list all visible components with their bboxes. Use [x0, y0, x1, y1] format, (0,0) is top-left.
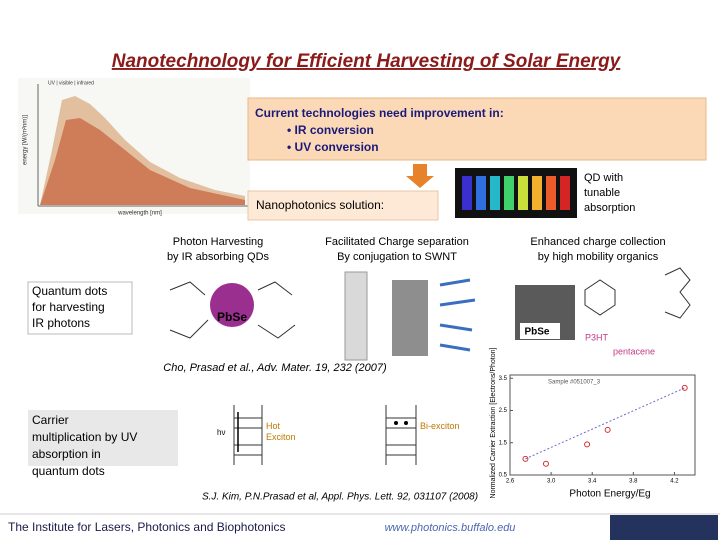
- swnt-image: [344, 271, 476, 361]
- organics-image: PbSe P3HT pentacene: [515, 267, 691, 356]
- x-tick-label: 4.2: [670, 479, 679, 485]
- text-line: for harvesting: [32, 300, 105, 314]
- text-line: absorption: [584, 202, 635, 214]
- qd-molecule-image: PbSe: [169, 281, 296, 339]
- photon-label: hν: [217, 428, 225, 437]
- uv-box: [28, 410, 178, 466]
- band-label: UV | visible | infrared: [48, 80, 94, 86]
- title: Nanotechnology for Efficient Harvesting …: [112, 51, 622, 72]
- column-header: Photon Harvesting: [173, 236, 264, 248]
- text-line: Exciton: [266, 432, 296, 442]
- text-line: quantum dots: [32, 464, 105, 478]
- vial: [462, 176, 472, 210]
- column-header: Facilitated Charge separation: [325, 236, 469, 248]
- solution-box: [247, 190, 439, 221]
- citation: S.J. Kim, P.N.Prasad et al, Appl. Phys. …: [202, 492, 478, 503]
- x-tick-label: 3.8: [629, 479, 638, 485]
- column-header: By conjugation to SWNT: [337, 251, 457, 263]
- callout-heading: Current technologies need improvement in…: [255, 106, 504, 120]
- data-point: [522, 455, 529, 462]
- text-line: Bi-exciton: [420, 421, 460, 431]
- y-tick-label: 0.5: [499, 473, 508, 479]
- text-line: QD with: [584, 172, 623, 184]
- image-label: PbSe: [524, 327, 549, 338]
- qd-vials-image: [455, 168, 577, 218]
- vial: [518, 176, 528, 210]
- citation: Cho, Prasad et al., Adv. Mater. 19, 232 …: [163, 362, 387, 374]
- column-header: by high mobility organics: [538, 251, 659, 263]
- electron: [394, 421, 398, 425]
- trend-line: [525, 387, 685, 460]
- axis-label: Photon Energy/Eg: [569, 489, 650, 500]
- spectrum-image: UV | visible | infrared energy [W/(m²nm)…: [18, 78, 250, 217]
- column-header: by IR absorbing QDs: [167, 251, 270, 263]
- x-tick-label: 3.0: [547, 479, 556, 485]
- image-label: P3HT: [585, 332, 609, 342]
- data-point: [681, 384, 688, 391]
- legend: Sample #051007_3: [548, 380, 601, 386]
- callout-item: • UV conversion: [287, 140, 379, 154]
- axis-label: energy [W/(m²nm)]: [23, 115, 29, 165]
- data-point: [604, 426, 611, 433]
- uv-text: Carrier multiplication by UV absorption in…: [32, 413, 137, 478]
- solution-text: Nanophotonics solution:: [256, 198, 384, 212]
- axis-label: Normalized Carrier Extraction [Electrons…: [490, 347, 497, 498]
- text-line: tunable: [584, 187, 620, 199]
- levels: [385, 405, 417, 465]
- nanotube: [344, 271, 368, 361]
- ligand: [439, 278, 476, 352]
- text-line: Carrier: [32, 413, 69, 427]
- y-tick-label: 1.5: [499, 440, 508, 446]
- callout-box: [247, 97, 707, 161]
- y-tick-label: 3.5: [499, 376, 508, 382]
- quantum-dot: [210, 283, 254, 327]
- spectrum-curve: [40, 118, 245, 205]
- vial: [504, 176, 514, 210]
- y-tick-label: 2.5: [499, 408, 508, 414]
- vial: [476, 176, 486, 210]
- molecule: [664, 267, 691, 319]
- arrow: [406, 164, 434, 188]
- molecule: [584, 279, 616, 316]
- text-line: IR photons: [32, 316, 90, 330]
- image-label: pentacene: [613, 346, 655, 356]
- plot: Normalized Carrier Extraction [Electrons…: [490, 347, 696, 500]
- electron: [404, 421, 408, 425]
- vial: [546, 176, 556, 210]
- vial: [490, 176, 500, 210]
- text-line: absorption in: [32, 447, 101, 461]
- column-header: Enhanced charge collection: [530, 236, 665, 248]
- diagram-label: Bi-exciton: [420, 421, 460, 431]
- x-tick-label: 3.4: [588, 479, 597, 485]
- biexciton-diagram: Bi-exciton: [385, 405, 460, 465]
- vial: [560, 176, 570, 210]
- tem-image: [392, 280, 428, 356]
- image-label: PbSe: [217, 310, 247, 324]
- ir-box: [27, 281, 133, 335]
- footer-url: www.photonics.buffalo.edu: [385, 522, 516, 534]
- diagram-label: Hot Exciton: [266, 421, 296, 442]
- vial: [532, 176, 542, 210]
- x-tick-label: 2.6: [506, 479, 515, 485]
- hot-exciton-diagram: hν Hot Exciton: [217, 405, 296, 465]
- data-point: [584, 441, 591, 448]
- ligand: [169, 281, 296, 339]
- text-line: Quantum dots: [32, 284, 107, 298]
- text-line: Hot: [266, 421, 281, 431]
- footer-institute: The Institute for Lasers, Photonics and …: [8, 520, 286, 534]
- image-frame: [455, 168, 577, 218]
- qd-note: QD with tunable absorption: [584, 172, 635, 214]
- callout-item: • IR conversion: [287, 123, 374, 137]
- ir-text: Quantum dots for harvesting IR photons: [32, 284, 107, 330]
- axis-label: wavelength [nm]: [117, 211, 162, 217]
- label-bg: [520, 323, 560, 339]
- text-line: multiplication by UV: [32, 430, 137, 444]
- data-point: [542, 460, 549, 467]
- levels: [233, 405, 263, 465]
- logo: [610, 515, 718, 540]
